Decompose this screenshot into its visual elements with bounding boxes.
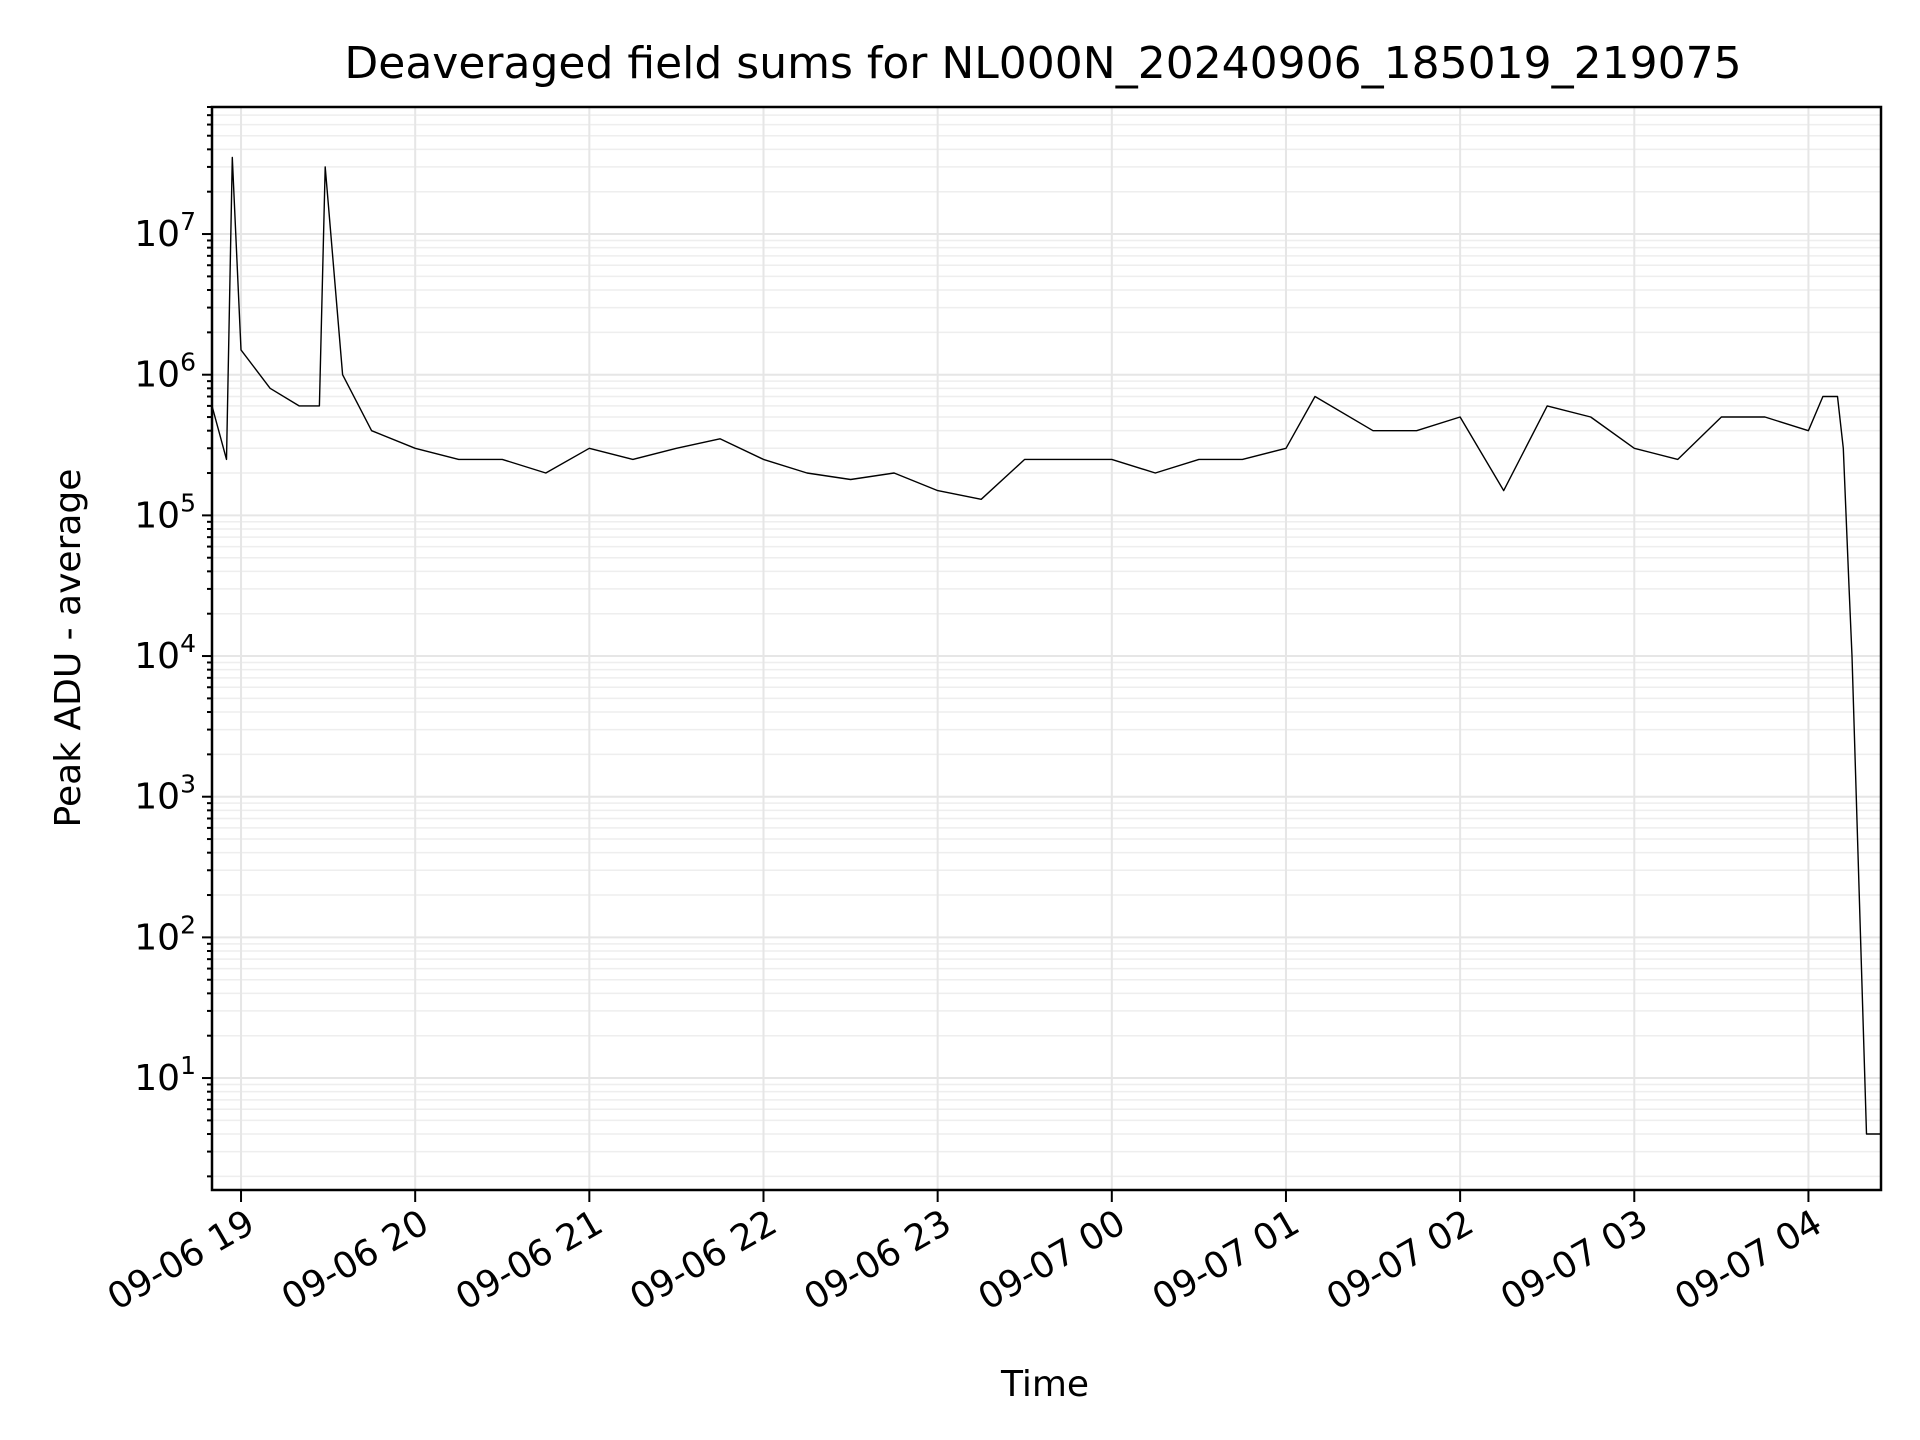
y-tick-base: 10 [134,1058,180,1099]
x-tick-label: 09-07 04 [1668,1202,1829,1318]
x-tick-label: 09-06 20 [275,1202,436,1318]
x-tick-label: 09-06 21 [449,1202,610,1318]
y-tick-base: 10 [134,495,180,536]
x-tick-label: 09-07 01 [1146,1202,1307,1318]
plot-frame [210,105,1883,1192]
chart-title: Deaveraged field sums for NL000N_2024090… [344,38,1741,89]
y-tick-label: 104 [134,629,196,677]
x-axis: 09-06 19 09-06 20 09-06 21 09-06 22 09-06 23… [101,1190,1829,1319]
y-tick-exponent: 3 [180,770,196,799]
x-tick-label: 09-06 23 [797,1202,958,1318]
y-tick-base: 10 [134,214,180,255]
series-layer [211,156,1881,1135]
y-tick-exponent: 5 [180,488,196,517]
y-tick-exponent: 7 [180,207,196,236]
y-tick-label: 101 [134,1051,196,1099]
y-tick-exponent: 4 [180,629,196,658]
x-axis-label: Time [1000,1364,1089,1405]
grid [212,106,1881,1190]
y-tick-base: 10 [134,777,180,818]
y-tick-label: 105 [134,488,196,536]
y-tick-label: 106 [134,348,196,396]
series-line [211,156,1881,1135]
y-tick-label: 107 [134,207,196,255]
x-tick-label: 09-07 02 [1320,1202,1481,1318]
y-tick-exponent: 6 [180,348,196,377]
y-axis-label: Peak ADU - average [48,469,89,828]
x-tick-label: 09-07 03 [1494,1202,1655,1318]
y-tick-label: 103 [134,770,196,818]
y-tick-base: 10 [134,917,180,958]
x-tick-label: 09-06 22 [623,1202,784,1318]
y-tick-label: 102 [134,910,196,958]
y-tick-base: 10 [134,355,180,396]
y-tick-exponent: 1 [180,1051,196,1080]
x-tick-label: 09-06 19 [101,1202,262,1318]
y-tick-exponent: 2 [180,910,196,939]
y-tick-base: 10 [134,636,180,677]
x-tick-label: 09-07 00 [972,1202,1133,1318]
